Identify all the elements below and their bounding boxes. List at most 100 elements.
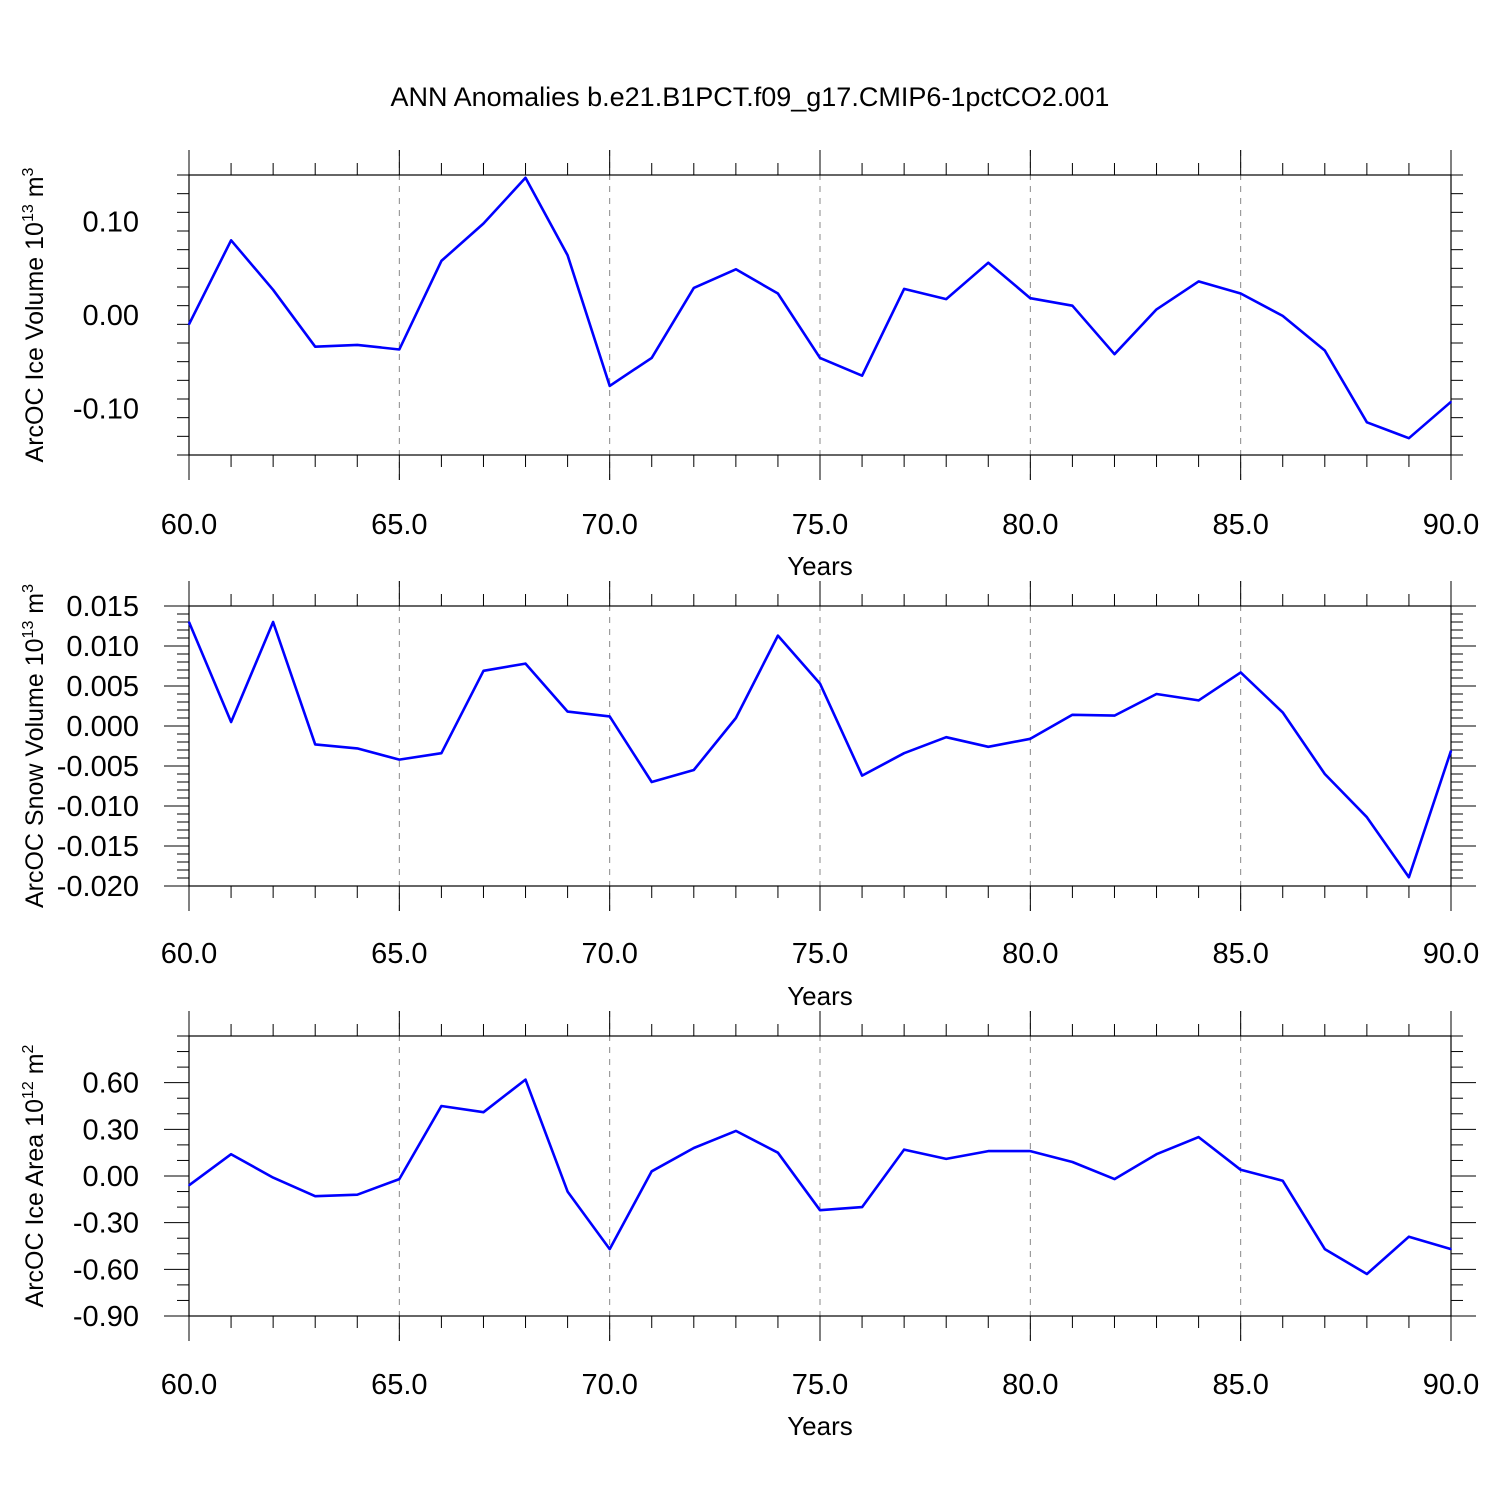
data-point — [566, 710, 569, 713]
x-tick-label: 65.0 — [371, 509, 427, 541]
x-tick-label: 90.0 — [1423, 1369, 1479, 1401]
data-point — [1155, 308, 1158, 311]
data-point — [777, 634, 779, 637]
plot-frame — [188, 605, 1452, 887]
data-point — [945, 1158, 947, 1160]
x-axis-label: Years — [787, 1411, 853, 1441]
data-point — [819, 357, 821, 359]
data-point — [1239, 292, 1242, 295]
data-point — [272, 1176, 274, 1179]
data-point — [272, 621, 274, 623]
data-point — [608, 385, 611, 387]
y-tick-label: -0.020 — [57, 871, 139, 903]
y-tick-label: 0.10 — [83, 207, 139, 239]
data-point — [356, 1193, 359, 1196]
data-point — [945, 298, 947, 300]
data-point — [735, 1130, 737, 1132]
data-point — [987, 1150, 990, 1152]
x-tick-label: 65.0 — [371, 938, 427, 970]
data-point — [1113, 714, 1116, 717]
data-point — [398, 758, 401, 761]
y-tick-label: 0.000 — [66, 711, 139, 743]
data-point — [482, 222, 485, 225]
data-point — [1113, 353, 1116, 356]
x-tick-label: 75.0 — [792, 938, 848, 970]
data-point — [1366, 1273, 1368, 1275]
data-point — [1029, 738, 1032, 740]
data-point — [1324, 773, 1326, 775]
x-tick-label: 70.0 — [581, 509, 637, 541]
y-tick-label: 0.010 — [66, 631, 139, 663]
x-tick-label: 85.0 — [1212, 1369, 1268, 1401]
data-point — [566, 254, 569, 257]
panel-3: -0.90 -0.60 -0.30 0.00 0.30 0.60 60.0 65.0 70.0 7… — [20, 1011, 1479, 1441]
data-point — [230, 721, 232, 723]
data-point — [861, 374, 863, 377]
x-tick-label: 75.0 — [792, 509, 848, 541]
y-tick-label: -0.015 — [57, 831, 139, 863]
data-point — [1450, 1248, 1452, 1250]
data-point — [1197, 1136, 1200, 1138]
data-point — [230, 239, 232, 242]
x-tick-label: 75.0 — [792, 1369, 848, 1401]
y-tick-label: 0.00 — [83, 300, 139, 332]
y-tick-label: -0.010 — [57, 791, 139, 823]
panel-2: -0.020 -0.015 -0.010 -0.005 0.000 0.005 0.010 0… — [20, 581, 1479, 1011]
y-axis-label: ArcOC Ice Volume 1013 m3 — [20, 167, 49, 462]
data-point — [314, 345, 317, 348]
data-point — [230, 1153, 232, 1156]
data-point — [482, 670, 485, 672]
plot-frame — [188, 174, 1452, 456]
data-point — [735, 268, 737, 271]
data-point — [987, 261, 990, 264]
data-point — [819, 682, 821, 685]
y-tick-label: -0.005 — [57, 751, 139, 783]
data-point — [903, 288, 905, 290]
data-point — [1239, 1168, 1242, 1171]
data-point — [1155, 693, 1158, 695]
x-tick-label: 70.0 — [581, 938, 637, 970]
data-point — [398, 1178, 401, 1180]
data-point — [1408, 437, 1410, 440]
data-point — [440, 752, 443, 754]
x-tick-label: 60.0 — [161, 1369, 217, 1401]
data-point — [608, 715, 611, 718]
data-point — [735, 717, 737, 719]
data-point — [188, 323, 190, 326]
data-point — [524, 177, 527, 179]
data-point — [272, 289, 274, 291]
data-point — [1155, 1153, 1158, 1156]
data-point — [1239, 671, 1242, 674]
data-point — [903, 1148, 905, 1151]
data-point — [524, 662, 527, 665]
data-point — [440, 1105, 443, 1107]
y-tick-label: 0.00 — [83, 1161, 139, 1193]
data-point — [650, 1170, 653, 1173]
x-tick-label: 80.0 — [1002, 938, 1058, 970]
y-tick-label: 0.30 — [83, 1114, 139, 1146]
data-point — [650, 781, 653, 783]
data-point — [1281, 711, 1284, 714]
data-point — [1281, 315, 1284, 317]
data-point — [1029, 297, 1032, 300]
data-point — [314, 743, 317, 746]
data-point — [356, 344, 359, 346]
data-point — [987, 746, 990, 748]
x-tick-label: 60.0 — [161, 938, 217, 970]
data-point — [1029, 1150, 1032, 1152]
x-axis-label: Years — [787, 981, 853, 1011]
data-point — [440, 260, 443, 262]
data-point — [861, 774, 863, 777]
x-tick-label: 80.0 — [1002, 1369, 1058, 1401]
x-axis-label: Years — [787, 551, 853, 581]
data-point — [650, 357, 653, 359]
data-point — [1197, 699, 1200, 702]
y-tick-label: -0.60 — [73, 1254, 139, 1286]
data-point — [1071, 714, 1074, 716]
x-tick-label: 80.0 — [1002, 509, 1058, 541]
data-point — [1324, 1248, 1326, 1250]
data-point — [861, 1206, 863, 1208]
chart-title: ANN Anomalies b.e21.B1PCT.f09_g17.CMIP6-… — [390, 82, 1110, 112]
